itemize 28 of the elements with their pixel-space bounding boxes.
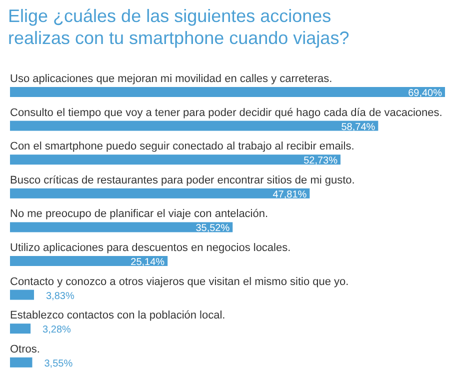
y-tick-label: Con el smartphone puedo seguir conectado al trabajo al recibir emails. [10, 140, 354, 153]
y-tick-label: No me preocupo de planificar el viaje con antelación. [10, 208, 268, 220]
data-label: 3,28% [42, 324, 72, 336]
bar [10, 87, 445, 97]
y-tick-label: Uso aplicaciones que mejoran mi movilidad en calles y carreteras. [10, 73, 332, 85]
y-tick-label: Contacto y conozco a otros viajeros que visitan el mismo sitio que yo. [10, 276, 349, 288]
bar [10, 324, 31, 334]
bar [10, 290, 34, 300]
data-label: 47,81% [272, 189, 307, 200]
data-label: 25,14% [130, 257, 165, 268]
y-tick-label: Busco críticas de restaurantes para poder encontrar sitios de mi gusto. [10, 174, 355, 186]
data-label: 69,40% [408, 88, 442, 99]
data-label: 35,52% [196, 223, 230, 234]
chart-title: Elige ¿cuáles de las siguientes acciones realizas con tu smartphone cuando viajas? [8, 6, 350, 48]
bar [10, 154, 341, 165]
y-tick-label: Establezco contactos con la población local. [10, 310, 226, 322]
y-tick-label: Utilizo aplicaciones para descuentos en negocios locales. [10, 242, 291, 254]
bar [10, 357, 32, 368]
data-label: 3,83% [46, 290, 74, 302]
y-tick-label: Consulto el tiempo que voy a tener para poder decidir qué hago cada día de vacaciones. [10, 106, 442, 119]
bar [10, 256, 168, 266]
bar [10, 120, 378, 131]
y-tick-label: Otros. [10, 343, 40, 356]
bar [10, 222, 233, 232]
data-label: 3,55% [44, 358, 73, 370]
bar [10, 188, 310, 198]
data-label: 58,74% [341, 122, 376, 133]
data-label: 52,73% [304, 156, 338, 167]
